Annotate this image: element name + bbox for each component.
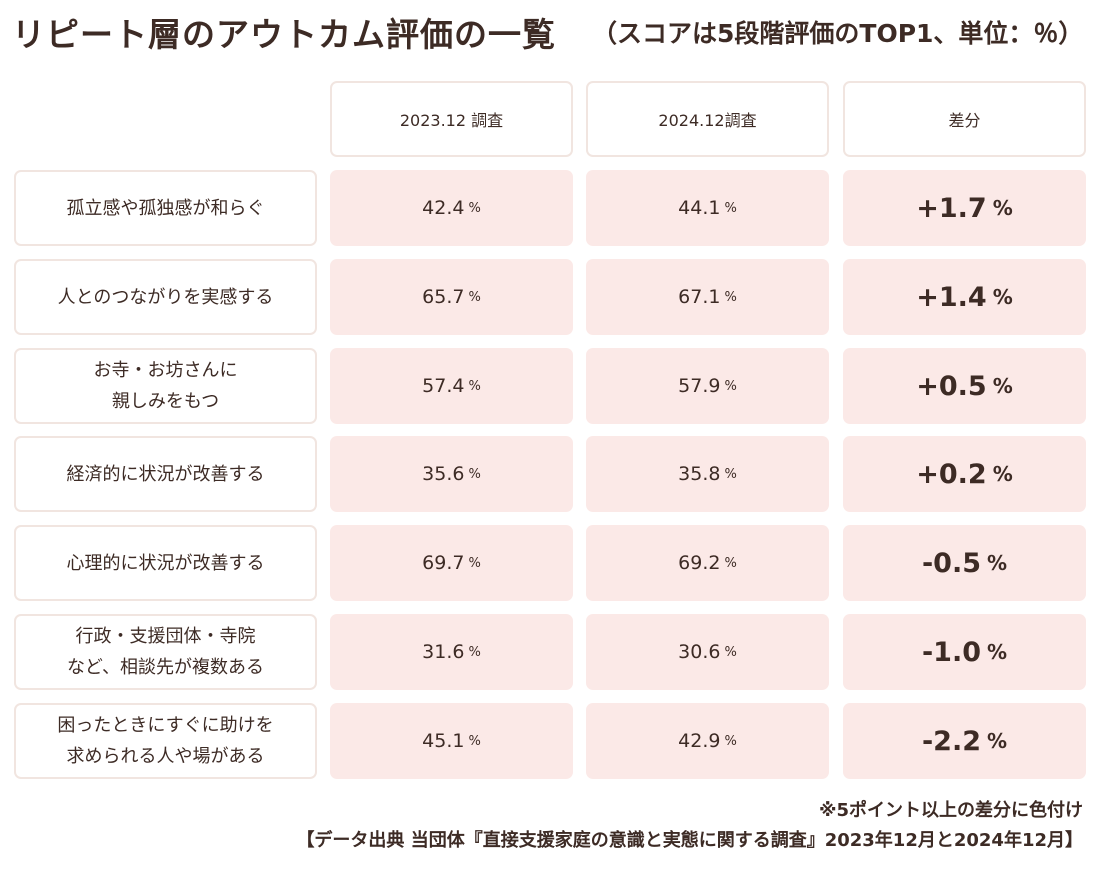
value-2023-cell: 31.6% — [330, 614, 573, 690]
value-2024-cell: 35.8% — [586, 436, 829, 512]
value-2023-cell: 65.7% — [330, 259, 573, 335]
row-label-line: 親しみをもつ — [111, 391, 220, 412]
page-title: リピート層のアウトカム評価の一覧 — [12, 15, 556, 54]
value-diff-cell: +1.7% — [843, 170, 1086, 246]
value-2023: 69.7 — [422, 552, 465, 574]
row-label-line: 困ったときにすぐに助けを — [57, 715, 274, 736]
value-diff: +0.2 — [916, 458, 987, 490]
value-diff: -1.0 — [921, 636, 981, 668]
data-source: 【データ出典 当団体『直接支援家庭の意識と実態に関する調査』2023年12月と2… — [296, 830, 1083, 851]
row-label-line: 経済的に状況が改善する — [66, 463, 265, 485]
unit-label: % — [724, 466, 737, 482]
value-2024-cell: 42.9% — [586, 703, 829, 779]
unit-label: % — [468, 555, 481, 571]
value-2023: 57.4 — [422, 375, 465, 397]
value-2024: 69.2 — [678, 552, 721, 574]
unit-label: % — [724, 644, 737, 660]
unit-label: % — [468, 733, 481, 749]
value-diff: +1.7 — [916, 192, 987, 224]
unit-label: % — [468, 200, 481, 216]
value-diff-cell: -2.2% — [843, 703, 1086, 779]
value-2024: 30.6 — [678, 641, 721, 663]
value-2024: 44.1 — [678, 197, 721, 219]
unit-label: % — [724, 200, 737, 216]
unit-label: % — [468, 378, 481, 394]
value-diff-cell: +0.2% — [843, 436, 1086, 512]
unit-label: % — [724, 378, 737, 394]
value-2023-cell: 45.1% — [330, 703, 573, 779]
value-2024-cell: 69.2% — [586, 525, 829, 601]
row-label-line: 行政・支援団体・寺院 — [75, 626, 256, 647]
column-header: 2024.12調査 — [586, 81, 829, 157]
row-label: 経済的に状況が改善する — [14, 436, 317, 512]
value-2023: 31.6 — [422, 641, 465, 663]
unit-label: % — [987, 729, 1008, 753]
unit-label: % — [992, 196, 1013, 220]
value-diff: +1.4 — [916, 281, 987, 313]
value-2024: 57.9 — [678, 375, 721, 397]
value-2024: 67.1 — [678, 286, 721, 308]
value-diff: +0.5 — [916, 370, 987, 402]
value-2024-cell: 57.9% — [586, 348, 829, 424]
row-label: お寺・お坊さんに 親しみをもつ — [14, 348, 317, 424]
value-2023-cell: 69.7% — [330, 525, 573, 601]
value-diff-cell: -1.0% — [843, 614, 1086, 690]
value-2024-cell: 44.1% — [586, 170, 829, 246]
unit-label: % — [987, 640, 1008, 664]
value-diff-cell: +0.5% — [843, 348, 1086, 424]
value-2023-cell: 42.4% — [330, 170, 573, 246]
unit-label: % — [724, 289, 737, 305]
value-2023-cell: 57.4% — [330, 348, 573, 424]
row-label: 孤立感や孤独感が和らぐ — [14, 170, 317, 246]
value-2023-cell: 35.6% — [330, 436, 573, 512]
row-label-line: 心理的に状況が改善する — [66, 552, 265, 574]
row-label: 行政・支援団体・寺院 など、相談先が複数ある — [14, 614, 317, 690]
unit-label: % — [992, 285, 1013, 309]
row-label-line: 求められる人や場がある — [66, 746, 265, 767]
unit-label: % — [724, 733, 737, 749]
value-2024-cell: 30.6% — [586, 614, 829, 690]
value-2023: 42.4 — [422, 197, 465, 219]
unit-label: % — [468, 644, 481, 660]
value-diff: -0.5 — [921, 547, 981, 579]
row-label: 困ったときにすぐに助けを 求められる人や場がある — [14, 703, 317, 779]
value-diff-cell: -0.5% — [843, 525, 1086, 601]
unit-label: % — [987, 551, 1008, 575]
value-2024-cell: 67.1% — [586, 259, 829, 335]
value-diff: -2.2 — [921, 725, 981, 757]
row-label: 人とのつながりを実感する — [14, 259, 317, 335]
value-2023: 35.6 — [422, 463, 465, 485]
value-2024: 42.9 — [678, 730, 721, 752]
row-label-line: 人とのつながりを実感する — [57, 286, 274, 308]
row-label-line: お寺・お坊さんに — [93, 360, 238, 381]
unit-label: % — [468, 289, 481, 305]
unit-label: % — [992, 374, 1013, 398]
row-label: 心理的に状況が改善する — [14, 525, 317, 601]
unit-label: % — [468, 466, 481, 482]
column-header: 2023.12 調査 — [330, 81, 573, 157]
footnote: ※5ポイント以上の差分に色付け — [818, 800, 1083, 821]
value-2024: 35.8 — [678, 463, 721, 485]
column-header: 差分 — [843, 81, 1086, 157]
value-2023: 65.7 — [422, 286, 465, 308]
unit-label: % — [992, 462, 1013, 486]
unit-label: % — [724, 555, 737, 571]
value-2023: 45.1 — [422, 730, 465, 752]
row-label-line: など、相談先が複数ある — [66, 657, 265, 678]
page-subtitle: （スコアは5段階評価のTOP1、単位：％） — [592, 19, 1084, 48]
row-label-line: 孤立感や孤独感が和らぐ — [66, 197, 265, 219]
value-diff-cell: +1.4% — [843, 259, 1086, 335]
